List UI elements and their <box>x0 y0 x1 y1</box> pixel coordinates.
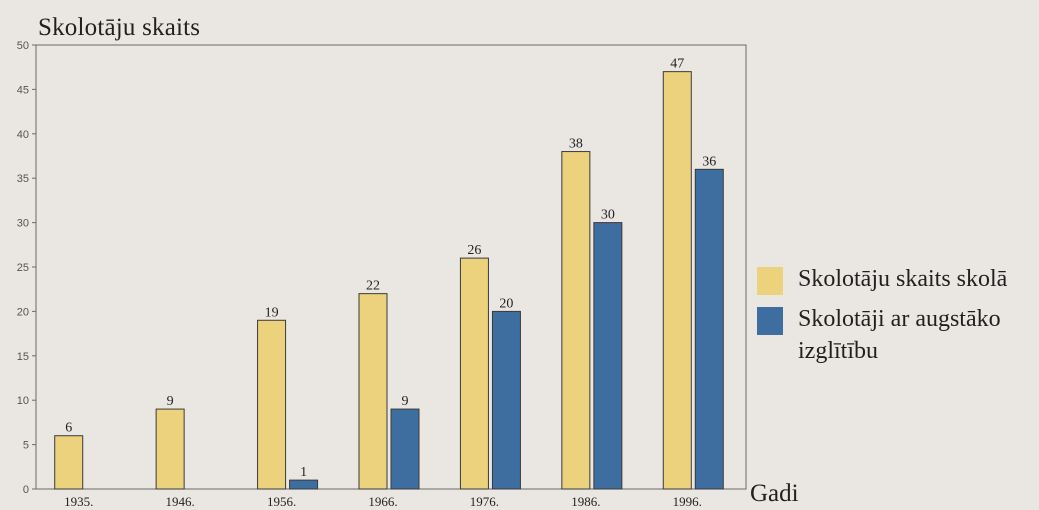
legend-label-series-1: Skolotāju skaits skolā <box>798 266 1008 292</box>
x-tick-label: 1956. <box>267 494 296 509</box>
data-label: 19 <box>265 305 279 320</box>
legend-swatch-series-2 <box>757 307 783 335</box>
y-axis-title: Skolotāju skaits <box>38 14 201 41</box>
data-label: 9 <box>167 394 174 409</box>
legend-label-series-2: Skolotāji ar augstāko izglītību <box>798 306 1001 364</box>
bar-series-2 <box>593 222 623 490</box>
y-tick-label: 20 <box>17 306 29 318</box>
y-tick-label: 30 <box>17 218 29 230</box>
x-tick-label: 1946. <box>166 494 195 509</box>
data-label: 26 <box>467 243 481 258</box>
bar-series-1 <box>257 319 287 490</box>
x-tick-label: 1935. <box>64 494 93 509</box>
legend: Skolotāju skaits skolā Skolotāji ar augs… <box>757 263 1039 375</box>
x-tick-label: 1986. <box>571 494 600 509</box>
x-tick-label: 1966. <box>368 494 397 509</box>
data-label: 38 <box>569 137 583 152</box>
data-label: 6 <box>65 421 72 436</box>
data-label: 36 <box>702 154 716 169</box>
bar-series-2 <box>694 168 724 490</box>
y-tick-label: 45 <box>17 84 29 96</box>
legend-item-series-1: Skolotāju skaits skolā <box>757 263 1039 295</box>
bar-series-1 <box>662 71 692 490</box>
bar-series-1 <box>459 257 489 490</box>
data-label: 20 <box>499 296 513 311</box>
data-label: 47 <box>670 57 684 72</box>
y-tick-label: 15 <box>17 351 29 363</box>
y-tick-label: 25 <box>17 262 29 274</box>
x-tick-label: 1996. <box>673 494 702 509</box>
data-label: 1 <box>300 465 307 480</box>
y-tick-label: 50 <box>17 40 29 52</box>
bar-series-2 <box>491 310 521 490</box>
bar-series-1 <box>561 151 591 490</box>
y-tick-label: 10 <box>17 395 29 407</box>
y-tick-label: 0 <box>23 484 29 496</box>
legend-swatch-series-1 <box>757 267 783 295</box>
bar-series-2 <box>390 408 420 490</box>
data-label: 30 <box>601 208 615 223</box>
bar-series-1 <box>358 293 388 490</box>
x-tick-label: 1976. <box>470 494 499 509</box>
y-tick-label: 5 <box>23 440 29 452</box>
bar-series-2 <box>289 479 319 490</box>
legend-item-series-2: Skolotāji ar augstāko izglītību <box>757 303 1039 367</box>
bar-series-1 <box>54 435 84 490</box>
x-axis-title: Gadi <box>750 480 799 507</box>
bar-series-1 <box>155 408 185 490</box>
data-label: 9 <box>402 394 409 409</box>
y-tick-label: 40 <box>17 129 29 141</box>
y-tick-label: 35 <box>17 173 29 185</box>
data-label: 22 <box>366 279 380 294</box>
